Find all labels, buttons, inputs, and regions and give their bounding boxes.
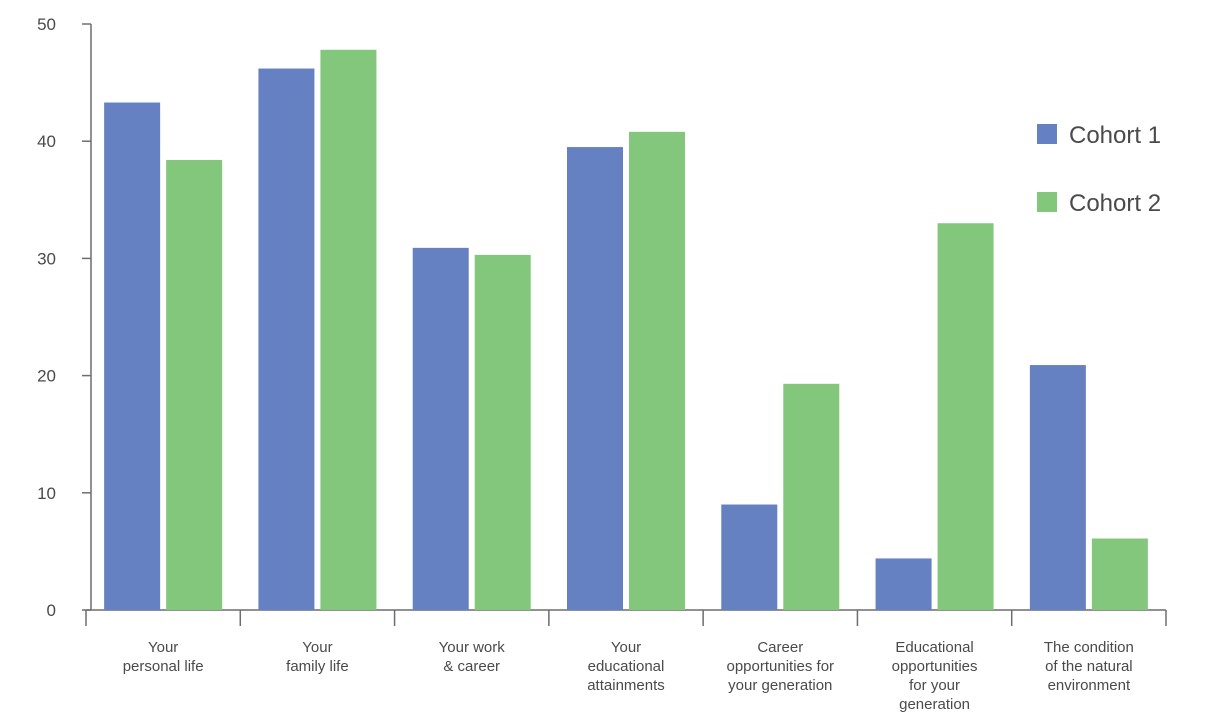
bar-cohort-1 — [721, 504, 778, 610]
y-axis: 0 10 20 30 40 50 — [37, 15, 92, 620]
x-category-label-line: Career — [757, 639, 803, 656]
x-category-label-line: for your — [909, 677, 960, 694]
category-labels: Your personal life Your family life Your wor… — [123, 639, 1134, 713]
bar-cohort-2 — [1091, 538, 1148, 610]
y-tick-label: 40 — [37, 132, 56, 151]
x-axis — [85, 609, 1167, 626]
x-category-label: Your family life — [286, 639, 349, 675]
legend-label: Cohort 2 — [1069, 190, 1161, 217]
x-category-label: Your educational attainments — [587, 639, 665, 694]
bar-cohort-2 — [937, 223, 994, 611]
y-tick-label: 10 — [37, 484, 56, 503]
x-category-label-line: family life — [286, 658, 349, 675]
x-category-label: Your personal life — [123, 639, 204, 675]
legend-label: Cohort 1 — [1069, 122, 1161, 149]
x-category-label-line: personal life — [123, 658, 204, 675]
y-tick-label: 0 — [47, 601, 56, 620]
bar-cohort-2 — [629, 131, 685, 610]
x-category-label: Career opportunities for your generation — [726, 639, 834, 694]
bar-cohort-2 — [474, 254, 531, 610]
x-category-label-line: opportunities — [892, 658, 978, 675]
legend-swatch — [1037, 124, 1057, 144]
bar-cohort-1 — [258, 68, 315, 610]
x-category-label: Educational opportunities for your generati… — [892, 639, 978, 713]
x-category-label-line: Your work — [439, 639, 506, 656]
x-category-label-line: environment — [1048, 677, 1131, 694]
bar-cohort-1 — [567, 147, 623, 610]
x-category-label-line: The condition — [1044, 639, 1134, 656]
legend: Cohort 1 Cohort 2 — [1037, 122, 1161, 217]
x-category-label-line: opportunities for — [726, 658, 834, 675]
bar-cohort-2 — [166, 159, 223, 610]
x-category-label-line: your generation — [728, 677, 832, 694]
bar-cohort-1 — [1029, 365, 1086, 610]
x-category-label: The condition of the natural environment — [1044, 639, 1134, 694]
bar-cohort-2 — [783, 383, 840, 610]
y-tick-label: 20 — [37, 367, 56, 386]
x-category-label-line: & career — [443, 658, 500, 675]
bar-cohort-1 — [104, 102, 161, 611]
bars-group — [104, 49, 1148, 611]
bar-cohort-2 — [320, 49, 377, 611]
x-category-label-line: Educational — [895, 639, 973, 656]
x-category-label-line: Your — [302, 639, 332, 656]
legend-swatch — [1037, 192, 1057, 212]
x-category-label-line: Your — [148, 639, 178, 656]
bar-cohort-1 — [412, 247, 469, 611]
x-category-label: Your work & career — [439, 639, 506, 675]
x-category-label-line: generation — [899, 696, 970, 713]
y-tick-label: 30 — [37, 249, 56, 268]
y-tick-label: 50 — [37, 15, 56, 34]
x-category-label-line: of the natural — [1045, 658, 1133, 675]
x-category-label-line: educational — [588, 658, 665, 675]
x-category-label-line: attainments — [587, 677, 665, 694]
x-category-label-line: Your — [611, 639, 641, 656]
bar-cohort-1 — [875, 558, 932, 610]
